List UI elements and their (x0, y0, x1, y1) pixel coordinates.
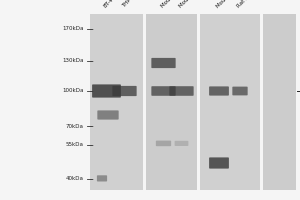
FancyBboxPatch shape (112, 86, 137, 96)
Text: 55kDa: 55kDa (66, 142, 84, 147)
FancyBboxPatch shape (232, 87, 248, 95)
Text: Rat brain: Rat brain (236, 0, 258, 9)
FancyBboxPatch shape (92, 84, 121, 98)
Text: THP-1: THP-1 (121, 0, 136, 9)
FancyBboxPatch shape (152, 86, 176, 96)
FancyBboxPatch shape (209, 86, 229, 96)
Text: 130kDa: 130kDa (62, 58, 84, 64)
Text: BT-474: BT-474 (103, 0, 120, 9)
Bar (262, 14, 296, 190)
Text: Mouse spinal cord: Mouse spinal cord (215, 0, 254, 9)
Bar (200, 14, 260, 190)
FancyBboxPatch shape (152, 58, 176, 68)
Text: 40kDa: 40kDa (66, 176, 84, 182)
Text: Mouse brain: Mouse brain (160, 0, 188, 9)
Bar (146, 14, 196, 190)
Text: Mouse testis: Mouse testis (178, 0, 206, 9)
Bar (90, 14, 142, 190)
FancyBboxPatch shape (175, 141, 188, 146)
Text: 170kDa: 170kDa (62, 26, 84, 31)
FancyBboxPatch shape (98, 110, 119, 120)
FancyBboxPatch shape (169, 86, 194, 96)
FancyBboxPatch shape (97, 175, 107, 182)
FancyBboxPatch shape (209, 157, 229, 169)
Text: 70kDa: 70kDa (66, 123, 84, 129)
Text: 100kDa: 100kDa (62, 88, 84, 93)
FancyBboxPatch shape (156, 141, 171, 146)
